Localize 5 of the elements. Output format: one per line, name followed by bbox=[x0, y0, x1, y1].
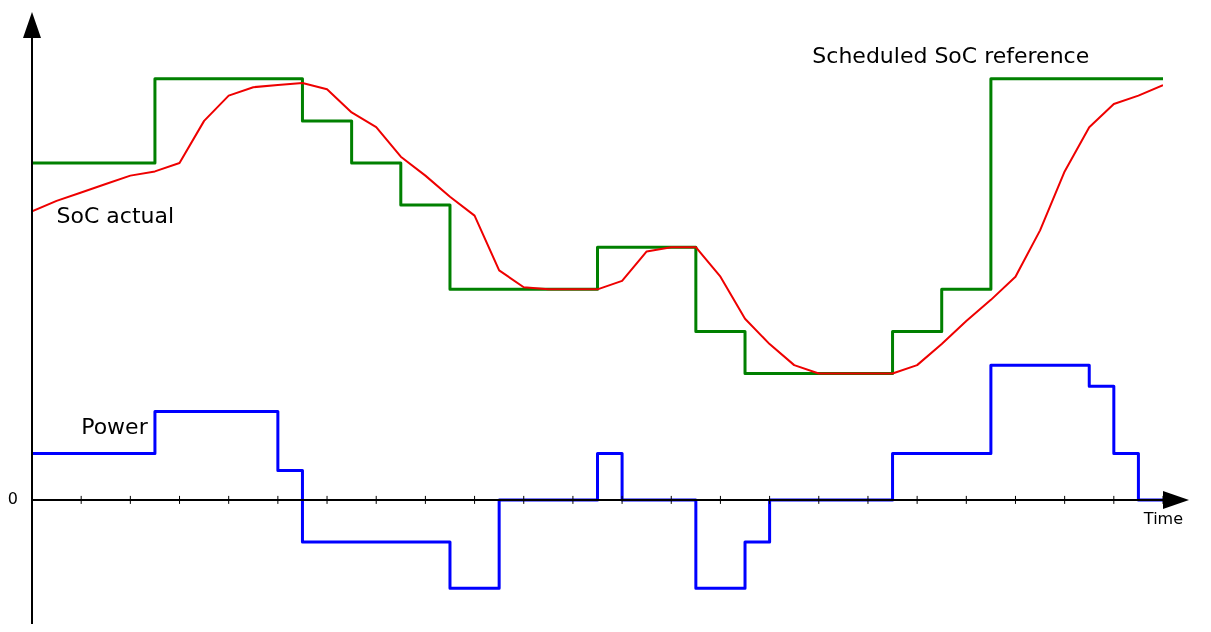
series-label: SoC actual bbox=[56, 203, 175, 229]
series-label: Scheduled SoC reference bbox=[812, 43, 1090, 69]
text: 0 bbox=[7, 489, 18, 509]
x-axis-title: Time bbox=[1142, 509, 1183, 529]
series-label: Power bbox=[81, 414, 149, 440]
